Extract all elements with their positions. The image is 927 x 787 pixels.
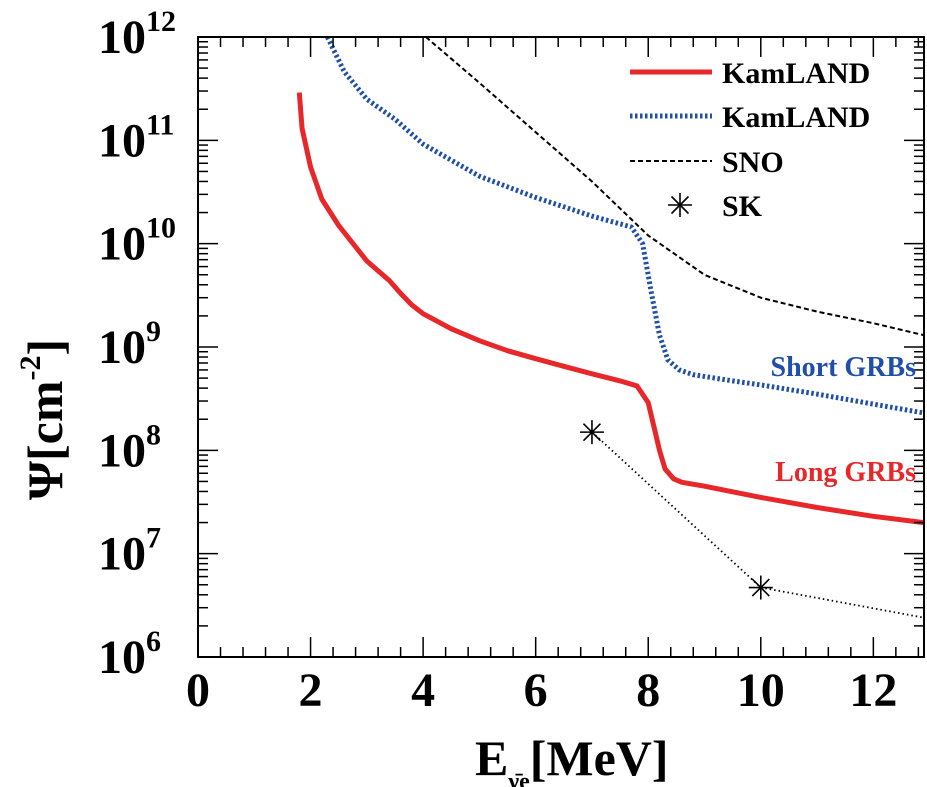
- x-tick-label: 6: [524, 664, 548, 717]
- y-tick-label: 1012: [98, 5, 176, 64]
- y-tick-label: 107: [98, 522, 161, 581]
- series-line-2-sno: [425, 37, 924, 337]
- legend-label-sno: SNO: [722, 146, 784, 179]
- series-line-1-kamland: [325, 37, 924, 416]
- legend-label-sk: SK: [722, 190, 763, 223]
- y-tick-label: 108: [98, 418, 161, 477]
- y-tick-label: 109: [98, 315, 161, 374]
- series-line-0-kamland: [296, 92, 924, 526]
- y-tick-label: 106: [98, 625, 161, 684]
- legend-label-kamland-dotted: KamLAND: [722, 101, 870, 134]
- x-tick-label: 12: [849, 664, 897, 717]
- x-tick-label: 10: [737, 664, 785, 717]
- annotation-short-grbs: Short GRBs: [771, 352, 917, 383]
- annotation-long-grbs: Long GRBs: [775, 457, 916, 488]
- legend-label-kamland-solid: KamLAND: [722, 57, 870, 90]
- legend: KamLAND KamLAND SNO SK: [630, 57, 870, 223]
- series-layer: [296, 37, 924, 619]
- sk-data-point-1: [748, 575, 773, 600]
- tick-layer: [197, 36, 924, 658]
- x-tick-label: 0: [186, 664, 210, 717]
- legend-marker-sk: [668, 193, 692, 217]
- x-tick-label: 8: [636, 664, 660, 717]
- y-tick-label: 1010: [98, 212, 176, 271]
- sk-data-point-0: [579, 420, 604, 445]
- x-axis-title: Eν̄e[MeV]: [475, 730, 669, 787]
- y-axis-title: Ψ[cm-2]: [14, 339, 73, 500]
- x-tick-label: 2: [299, 664, 323, 717]
- x-tick-label: 4: [411, 664, 435, 717]
- y-tick-label: 1011: [98, 108, 174, 167]
